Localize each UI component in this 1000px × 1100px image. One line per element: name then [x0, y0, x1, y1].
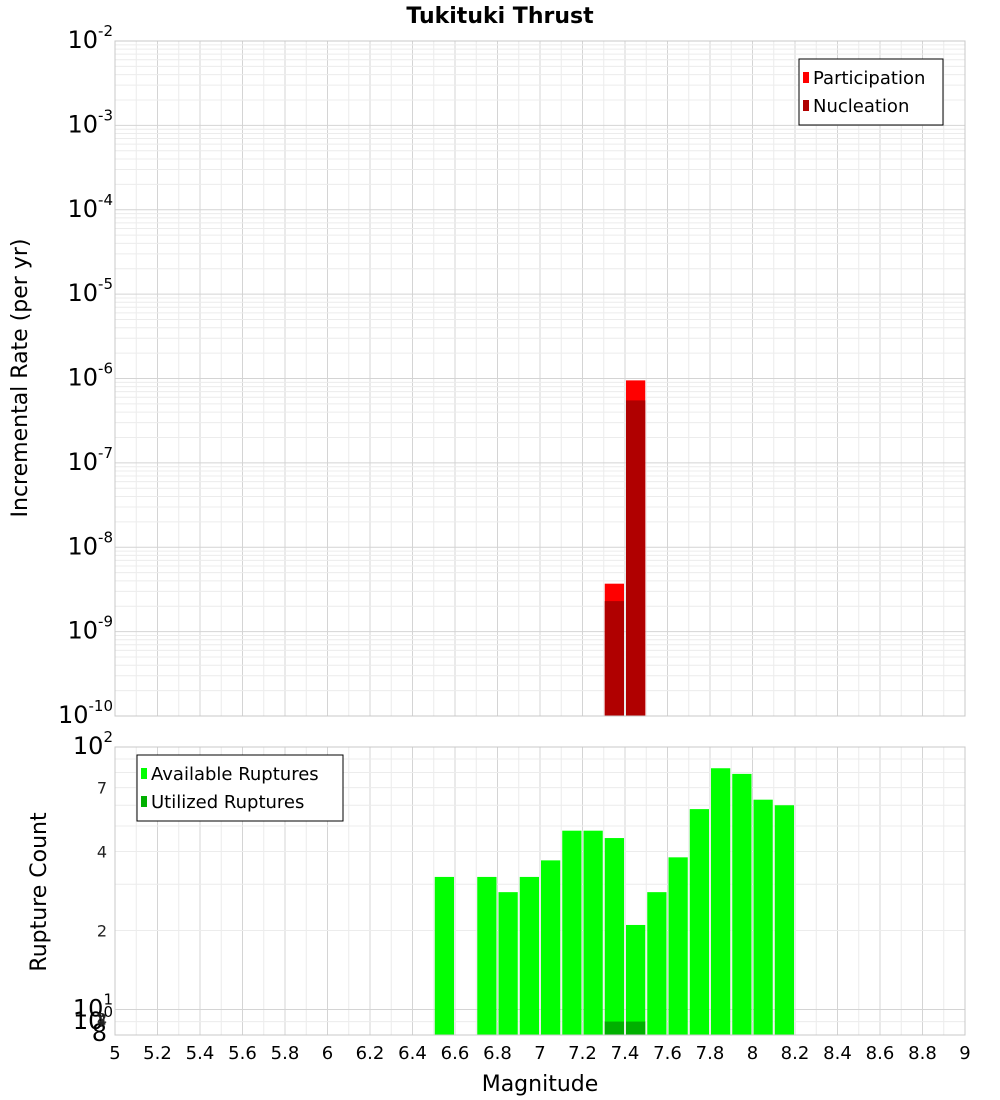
rate-y-tick: 10-4 [67, 191, 113, 223]
x-tick: 6.2 [356, 1043, 385, 1064]
rate-legend-label: Participation [813, 68, 925, 89]
x-tick: 8.2 [781, 1043, 810, 1064]
count-minor-tick: 4 [97, 842, 107, 861]
rate-legend-label: Nucleation [813, 96, 909, 117]
count-plot-frame [114, 746, 966, 1036]
count-bar-available-ruptures [668, 857, 688, 1035]
x-tick: 8.8 [908, 1043, 937, 1064]
count-bar-available-ruptures [498, 892, 518, 1035]
x-tick: 7.6 [653, 1043, 682, 1064]
count-y-tick: 102 [73, 728, 113, 760]
x-tick: 7 [534, 1043, 545, 1064]
count-legend-box [136, 754, 344, 822]
count-bar-available-ruptures [477, 876, 497, 1035]
x-tick: 6.8 [483, 1043, 512, 1064]
rate-legend-swatch [803, 100, 809, 111]
count-bar-available-ruptures [519, 876, 539, 1035]
x-tick: 8.4 [823, 1043, 852, 1064]
rate-y-tick: 10-8 [67, 528, 113, 560]
count-bar-available-ruptures [583, 830, 603, 1035]
rate-panel: 10-2 10-3 10-4 10-5 10-6 10-7 10-8 10-9 10-10 In… [8, 22, 966, 729]
x-tick: 6.6 [441, 1043, 470, 1064]
x-tick: 8 [747, 1043, 758, 1064]
count-bar-available-ruptures [732, 773, 752, 1035]
rate-gridlines [114, 41, 966, 717]
count-minor-tick: 7 [97, 1012, 107, 1031]
count-bar-available-ruptures [689, 809, 709, 1035]
rate-bar-nucleation [604, 601, 624, 716]
x-tick: 5.4 [186, 1043, 215, 1064]
x-tick: 7.2 [568, 1043, 597, 1064]
x-tick: 6 [322, 1043, 333, 1064]
count-y-axis-label: Rupture Count [27, 812, 52, 972]
x-tick-labels: 5 5.2 5.4 5.6 5.8 6 6.2 6.4 6.6 6.8 7 7.2 7.4 7.6 7.8 8… [109, 1043, 970, 1064]
rate-y-tick: 10-2 [67, 22, 113, 54]
rate-y-tick: 10-3 [67, 106, 113, 138]
count-bar-available-ruptures [562, 830, 582, 1035]
rate-legend-box [798, 58, 944, 126]
chart-title: Tukituki Thrust [406, 4, 594, 29]
x-tick: 6.4 [398, 1043, 427, 1064]
count-bar-utilized-ruptures [626, 1021, 646, 1035]
count-y-tick: 100 8 [73, 1003, 113, 1047]
rate-plot-frame [114, 40, 966, 717]
count-legend: Available Ruptures Utilized Ruptures [136, 754, 344, 822]
rate-bars [604, 380, 646, 716]
count-bars [434, 768, 794, 1035]
x-tick: 7.4 [611, 1043, 640, 1064]
count-y-tick: 101 [73, 991, 113, 1023]
count-legend-swatch [141, 768, 147, 779]
count-minor-tick: 2 [97, 1009, 107, 1028]
x-tick: 9 [959, 1043, 970, 1064]
count-bar-available-ruptures [753, 799, 773, 1035]
rate-y-tick: 10-7 [67, 444, 113, 476]
count-minor-tick: 4 [97, 1011, 107, 1030]
count-bar-available-ruptures [604, 838, 624, 1035]
count-legend-label: Utilized Ruptures [151, 792, 304, 813]
rate-y-tick: 10-9 [67, 613, 113, 645]
rate-y-tick: 10-5 [67, 275, 113, 307]
rate-y-tick: 10-10 [58, 697, 113, 729]
x-tick: 7.8 [696, 1043, 725, 1064]
count-bar-utilized-ruptures [604, 1021, 624, 1035]
count-bar-available-ruptures [711, 768, 731, 1035]
count-legend-swatch [141, 796, 147, 807]
rate-y-tick: 10-6 [67, 360, 113, 392]
count-bar-available-ruptures [626, 924, 646, 1035]
x-tick: 5.2 [143, 1043, 172, 1064]
rate-legend: Participation Nucleation [798, 58, 944, 126]
rate-legend-swatch [803, 72, 809, 83]
x-tick: 5.6 [228, 1043, 257, 1064]
count-bar-available-ruptures [541, 860, 561, 1035]
x-tick: 5.8 [271, 1043, 300, 1064]
x-tick: 8.6 [866, 1043, 895, 1064]
count-minor-tick: 7 [97, 779, 107, 798]
count-bar-available-ruptures [434, 876, 454, 1035]
rate-y-tick-labels: 10-2 10-3 10-4 10-5 10-6 10-7 10-8 10-9 10-10 [58, 22, 113, 729]
count-minor-tick: 2 [97, 922, 107, 941]
rate-bar-nucleation [626, 400, 646, 716]
x-tick: 5 [109, 1043, 120, 1064]
x-axis-label: Magnitude [482, 1072, 599, 1097]
rate-y-axis-label: Incremental Rate (per yr) [8, 239, 33, 518]
count-bar-available-ruptures [647, 892, 667, 1035]
count-legend-label: Available Ruptures [151, 764, 319, 785]
count-bar-available-ruptures [774, 805, 794, 1035]
